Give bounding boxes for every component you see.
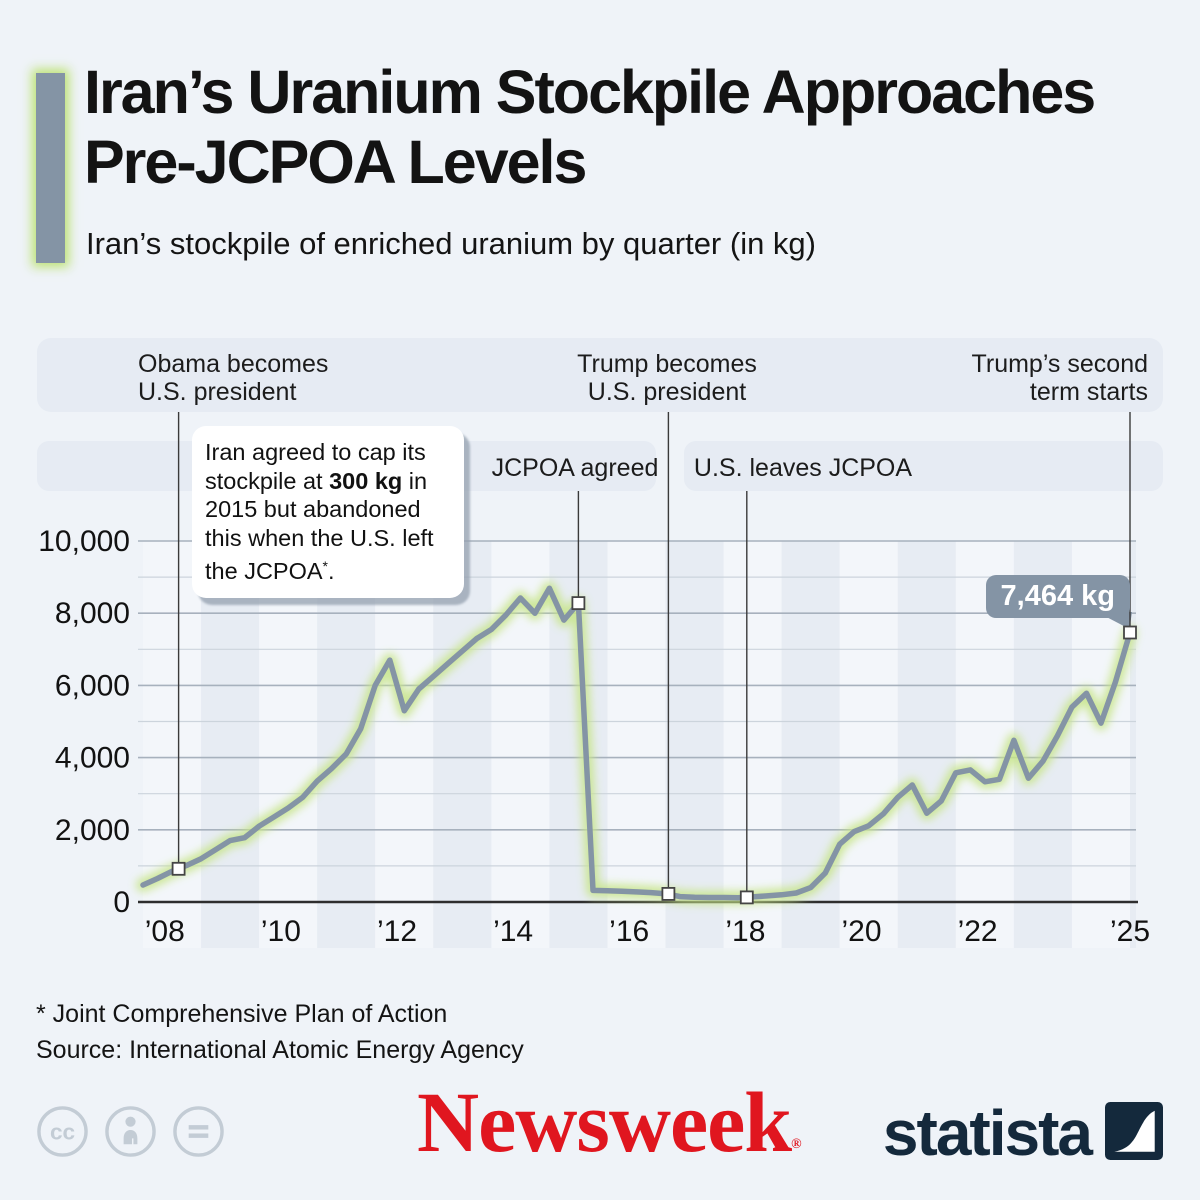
year-stripe [607, 541, 666, 948]
year-stripe [433, 541, 492, 948]
final-value-badge: 7,464 kg [985, 575, 1130, 618]
year-stripe [259, 541, 318, 948]
newsweek-logo: Newsweek® [417, 1074, 802, 1170]
cc-license-icons: cc [36, 1105, 225, 1158]
y-tick-label: 10,000 [38, 525, 130, 558]
cc-license-icon: cc [37, 1106, 88, 1157]
event-label-trump-second-term: Trump’s second term starts [971, 350, 1148, 406]
year-stripe [723, 541, 782, 948]
y-tick-label: 2,000 [55, 814, 130, 847]
svg-text:cc: cc [50, 1119, 75, 1144]
annotation-band-presidents [37, 338, 1163, 412]
statista-logo: statista [882, 1097, 1163, 1169]
no-derivatives-icon [173, 1106, 224, 1157]
x-tick-label: ’14 [493, 915, 533, 948]
page-title-line1: Iran’s Uranium Stockpile Approaches [84, 58, 1096, 126]
x-tick-label: ’18 [725, 915, 765, 948]
event-label-trump-first-term: Trump becomes U.S. president [577, 350, 757, 406]
source-line: Source: International Atomic Energy Agen… [36, 1036, 524, 1064]
footnote: * Joint Comprehensive Plan of Action [36, 1000, 448, 1028]
event-marker-trump1 [661, 887, 676, 901]
attribution-icon [105, 1106, 156, 1157]
x-tick-label: ’25 [1110, 915, 1150, 948]
x-tick-label: ’08 [145, 915, 185, 948]
event-marker-trump2 [1123, 625, 1137, 640]
year-stripe [375, 541, 434, 948]
page-title-line2: Pre-JCPOA Levels [84, 128, 587, 196]
event-marker-usleaves [739, 890, 754, 905]
title-accent-bar [36, 73, 65, 263]
year-stripe [665, 541, 724, 948]
x-tick-label: ’22 [958, 915, 998, 948]
year-stripe [201, 541, 260, 948]
y-tick-label: 0 [113, 886, 130, 919]
statista-wordmark: statista [882, 1097, 1093, 1169]
x-tick-label: ’10 [261, 915, 301, 948]
page-subtitle: Iran’s stockpile of enriched uranium by … [86, 226, 816, 261]
event-label-us-leaves-jcpoa: U.S. leaves JCPOA [693, 454, 913, 482]
x-tick-label: ’20 [841, 915, 881, 948]
year-stripe [839, 541, 898, 948]
annotation-band-jcpoa-right [684, 441, 1163, 491]
stockpile-line [140, 585, 1133, 901]
x-tick-label: ’12 [377, 915, 417, 948]
registered-mark: ® [791, 1137, 802, 1152]
x-tick-label: ’16 [609, 915, 649, 948]
cap-callout: Iran agreed to cap its stockpile at 300 … [192, 426, 464, 598]
page-title: Iran’s Uranium Stockpile Approaches Pre-… [84, 57, 1164, 197]
y-tick-label: 8,000 [55, 597, 130, 630]
year-stripe [897, 541, 956, 948]
event-label-obama: Obama becomes U.S. president [138, 350, 329, 406]
statista-logo-mark [1105, 1102, 1163, 1160]
year-stripe [1130, 541, 1136, 948]
y-tick-label: 4,000 [55, 742, 130, 775]
event-marker-jcpoa [571, 596, 586, 610]
event-marker-obama [171, 861, 186, 876]
y-tick-label: 6,000 [55, 669, 130, 702]
event-label-jcpoa-agreed: JCPOA agreed [491, 454, 659, 482]
